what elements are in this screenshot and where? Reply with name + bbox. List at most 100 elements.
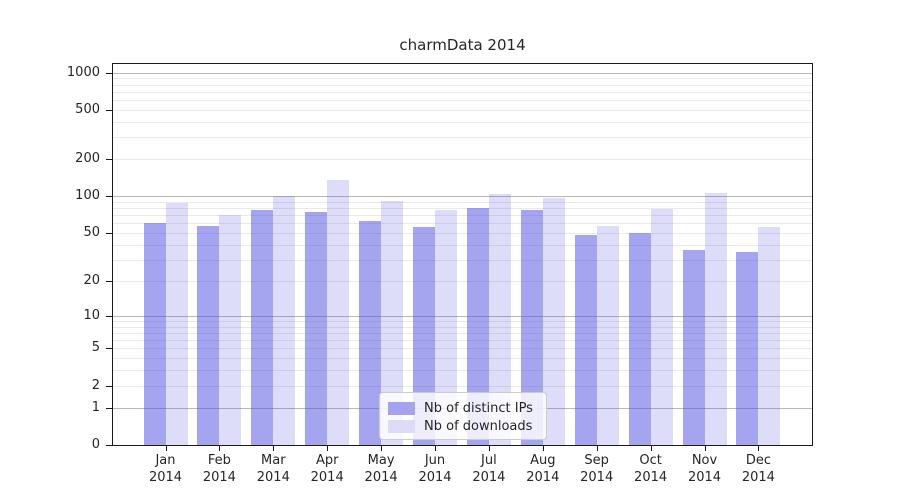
bar-downloads — [704, 193, 727, 445]
y-tick-mark — [106, 445, 112, 446]
x-tick-mark — [219, 446, 221, 451]
gridline-major — [113, 72, 812, 74]
gridline-minor — [113, 109, 812, 111]
y-tick-label: 5 — [91, 340, 100, 356]
gridline-major — [113, 315, 812, 317]
x-tick-mark — [273, 446, 275, 451]
legend-item-distinct-ips: Nb of distinct IPs — [388, 399, 538, 417]
bar-downloads — [165, 202, 188, 445]
y-tick-label: 10 — [83, 307, 100, 323]
chart-title: charmData 2014 — [399, 36, 526, 54]
x-tick-label: Feb 2014 — [202, 453, 236, 485]
y-tick-label: 20 — [83, 272, 100, 288]
legend-item-downloads: Nb of downloads — [388, 417, 538, 435]
gridline-minor — [113, 137, 812, 139]
x-tick-mark — [542, 446, 544, 451]
y-tick-mark — [106, 233, 112, 235]
y-tick-mark — [106, 407, 112, 409]
gridline-minor — [113, 233, 812, 235]
gridline-minor — [113, 223, 812, 225]
legend-swatch-downloads-icon — [388, 419, 415, 433]
y-tick-label: 1 — [91, 399, 100, 415]
x-tick-mark — [381, 446, 383, 451]
legend-swatch-distinct-ips-icon — [388, 401, 415, 415]
y-tick-label: 1000 — [66, 64, 100, 80]
bar-downloads — [650, 208, 673, 445]
bar-distinct-ips — [736, 251, 759, 445]
gridline-minor — [113, 244, 812, 246]
bar-distinct-ips — [466, 207, 489, 445]
gridline-minor — [113, 259, 812, 261]
x-tick-label: Mar 2014 — [256, 453, 290, 485]
legend-label-downloads: Nb of downloads — [424, 418, 533, 434]
gridline-minor — [113, 121, 812, 123]
bar-distinct-ips — [251, 209, 274, 445]
x-tick-mark — [488, 446, 490, 451]
bar-downloads — [542, 197, 565, 445]
y-tick-label: 500 — [75, 101, 100, 117]
x-tick-label: May 2014 — [364, 453, 398, 485]
bar-distinct-ips — [143, 222, 166, 445]
x-tick-mark — [596, 446, 598, 451]
y-tick-label: 100 — [75, 188, 100, 204]
bar-distinct-ips — [413, 227, 435, 445]
legend: Nb of distinct IPs Nb of downloads — [379, 392, 547, 440]
gridline-minor — [113, 208, 812, 210]
gridline-minor — [113, 215, 812, 217]
bar-downloads — [381, 201, 404, 445]
gridline-minor — [113, 385, 812, 387]
bar-downloads — [219, 215, 242, 445]
x-tick-mark — [165, 446, 167, 451]
bar-distinct-ips — [520, 210, 543, 445]
bar-downloads — [488, 193, 511, 445]
gridline-minor — [113, 340, 812, 342]
y-tick-mark — [106, 385, 112, 387]
y-tick-mark — [106, 72, 112, 74]
gridline-minor — [113, 100, 812, 102]
x-tick-mark — [758, 446, 760, 451]
gridline-minor — [113, 326, 812, 328]
gridline-minor — [113, 78, 812, 80]
gridline-minor — [113, 201, 812, 203]
gridline-minor — [113, 84, 812, 86]
bar-distinct-ips — [574, 235, 597, 445]
x-tick-mark — [327, 446, 329, 451]
y-tick-mark — [106, 280, 112, 282]
bar-downloads — [273, 195, 296, 445]
bar-distinct-ips — [682, 250, 705, 445]
gridline-minor — [113, 332, 812, 334]
x-tick-label: Dec 2014 — [741, 453, 775, 485]
y-tick-label: 0 — [91, 437, 100, 452]
x-tick-label: Sep 2014 — [580, 453, 614, 485]
x-tick-mark — [650, 446, 652, 451]
y-tick-label: 2 — [91, 377, 100, 393]
gridline-minor — [113, 280, 812, 282]
bar-downloads — [758, 227, 781, 445]
x-tick-label: Nov 2014 — [687, 453, 722, 485]
bar-distinct-ips — [628, 233, 651, 445]
x-tick-label: Aug 2014 — [526, 453, 560, 485]
y-tick-label: 50 — [83, 225, 100, 241]
y-tick-mark — [106, 196, 112, 198]
gridline-minor — [113, 348, 812, 350]
x-tick-label: Jun 2014 — [418, 453, 452, 485]
y-tick-mark — [106, 348, 112, 350]
gridline-minor — [113, 320, 812, 322]
bar-distinct-ips — [197, 226, 220, 445]
x-tick-label: Jul 2014 — [472, 453, 506, 485]
gridline-minor — [113, 370, 812, 372]
bar-downloads — [596, 226, 619, 445]
plot-area — [112, 63, 813, 446]
bar-downloads — [435, 210, 457, 445]
bar-distinct-ips — [305, 211, 328, 445]
bar-downloads — [327, 180, 350, 445]
bar-distinct-ips — [359, 220, 382, 445]
gridline-minor — [113, 91, 812, 93]
x-tick-label: Apr 2014 — [310, 453, 344, 485]
y-tick-mark — [106, 159, 112, 161]
gridline-major — [113, 196, 812, 198]
x-tick-label: Oct 2014 — [634, 453, 668, 485]
y-tick-label: 200 — [75, 151, 100, 167]
gridline-minor — [113, 358, 812, 360]
